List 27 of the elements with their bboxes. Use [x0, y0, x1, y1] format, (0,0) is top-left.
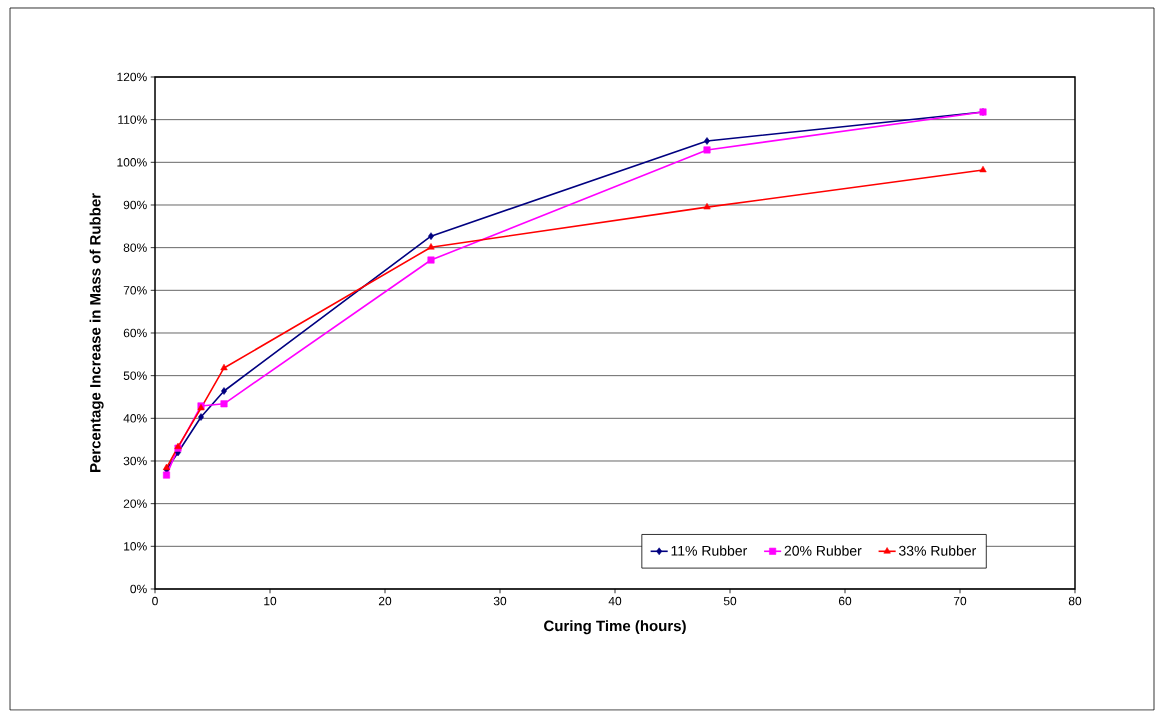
y-tick-label: 90%: [123, 200, 147, 210]
y-tick-label: 10%: [124, 542, 147, 551]
x-tick-label: 0: [152, 596, 158, 606]
y-tick-label: 0%: [130, 584, 147, 594]
y-tick-label: 100%: [117, 158, 147, 167]
y-tick-label: 120%: [117, 72, 147, 82]
x-tick-label: 40: [608, 596, 622, 606]
x-tick-label: 30: [493, 596, 507, 606]
y-axis-title: Percentage Increase in Mass of Rubber: [89, 193, 104, 473]
y-tick-label: 70%: [123, 286, 147, 295]
legend-label: 33% Rubber: [898, 545, 977, 556]
y-tick-label: 80%: [123, 243, 147, 252]
y-tick-label: 40%: [123, 414, 147, 423]
x-tick-label: 70: [953, 596, 967, 606]
legend-label: 20% Rubber: [784, 545, 862, 556]
y-tick-label: 50%: [123, 371, 147, 380]
x-tick-label: 10: [264, 596, 277, 606]
x-tick-label: 80: [1068, 596, 1082, 606]
x-tick-label: 60: [838, 596, 852, 606]
legend-label: 11% Rubber: [671, 545, 748, 556]
y-tick-label: 20%: [123, 499, 147, 508]
y-tick-label: 30%: [123, 456, 147, 466]
y-tick-label: 110%: [118, 115, 147, 124]
x-tick-label: 20: [378, 596, 392, 606]
x-tick-label: 50: [723, 596, 737, 606]
y-tick-label: 60%: [123, 328, 147, 338]
x-axis-title: Curing Time (hours): [544, 620, 686, 635]
